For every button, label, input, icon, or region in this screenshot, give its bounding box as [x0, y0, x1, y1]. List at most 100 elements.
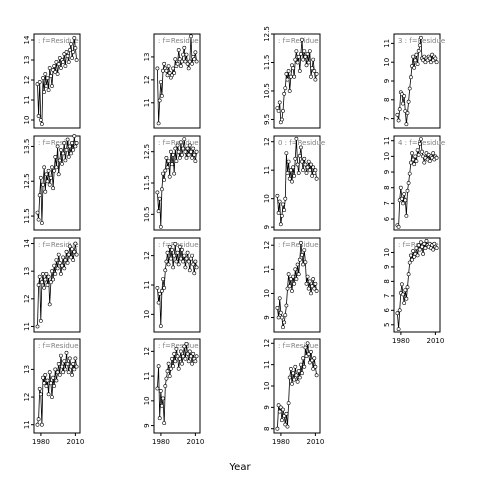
data-point: [35, 422, 40, 427]
data-point: [399, 282, 404, 287]
data-point: [185, 351, 190, 356]
data-point: [314, 373, 319, 378]
data-point: [72, 249, 77, 254]
data-point: [277, 199, 282, 204]
x-tick-label: 2010: [186, 438, 204, 446]
data-point: [294, 136, 299, 141]
data-point: [74, 141, 79, 145]
data-point: [40, 280, 44, 285]
data-point: [313, 77, 318, 82]
data-point: [313, 364, 318, 369]
data-point: [180, 59, 184, 64]
data-point: [408, 253, 413, 258]
data-point: [73, 46, 78, 50]
data-point: [66, 60, 71, 64]
data-point: [175, 61, 180, 66]
data-point: [287, 89, 292, 93]
data-point: [46, 392, 51, 397]
data-point: [178, 64, 183, 69]
data-point: [42, 165, 47, 170]
data-point: [46, 168, 51, 173]
data-point: [45, 378, 50, 383]
data-point: [70, 372, 75, 377]
data-point: [193, 50, 198, 55]
data-point: [182, 253, 187, 258]
data-point: [303, 260, 308, 265]
data-point: [55, 72, 60, 76]
data-point: [65, 361, 70, 366]
data-point: [44, 384, 49, 388]
data-point: [396, 118, 401, 123]
data-point: [63, 258, 68, 263]
data-point: [411, 249, 416, 253]
data-point: [177, 244, 182, 249]
data-point: [314, 72, 319, 76]
data-point: [172, 351, 177, 356]
y-tick-label: 10: [263, 289, 271, 298]
y-tick-label: 11: [143, 281, 151, 290]
data-point: [155, 386, 160, 391]
data-point: [159, 187, 164, 192]
data-point: [52, 64, 57, 68]
data-point: [305, 274, 310, 279]
data-point: [45, 76, 50, 80]
data-point: [281, 407, 285, 412]
panel-strip-label: : f=Residue: [38, 139, 79, 147]
data-point: [184, 341, 189, 346]
data-point: [279, 117, 284, 122]
data-point: [192, 152, 197, 157]
data-point: [69, 255, 73, 260]
data-point: [40, 221, 44, 225]
data-point: [164, 155, 169, 160]
data-point: [418, 240, 423, 245]
data-point: [64, 249, 69, 254]
data-point: [171, 66, 176, 71]
data-point: [415, 253, 420, 258]
data-point: [63, 367, 68, 372]
panel-11: : f=Residue 9 10 11 12: [263, 237, 321, 333]
panel-strip-label: : f=Residue: [158, 37, 199, 45]
data-point: [277, 296, 282, 301]
data-point: [310, 66, 315, 71]
data-point: [298, 52, 303, 56]
data-point: [44, 172, 49, 177]
data-point: [413, 58, 418, 63]
data-point: [283, 313, 288, 318]
data-point: [276, 210, 281, 215]
data-point: [178, 256, 183, 261]
data-point: [434, 246, 439, 251]
y-tick-label: 10: [23, 116, 31, 125]
data-point: [74, 252, 79, 257]
y-tick-label: 8: [383, 185, 391, 189]
data-point: [292, 173, 297, 178]
data-point: [50, 395, 54, 400]
data-point: [49, 74, 53, 78]
data-point: [407, 260, 412, 265]
data-point: [166, 64, 171, 69]
data-point: [302, 248, 307, 253]
data-point: [64, 50, 69, 54]
data-point: [174, 159, 179, 164]
data-point: [61, 60, 66, 64]
data-point: [306, 60, 311, 65]
data-point: [309, 291, 313, 296]
data-point: [163, 384, 168, 388]
data-point: [295, 60, 300, 65]
y-tick-label: 12.5: [263, 26, 271, 42]
x-tick-label: 1980: [152, 438, 170, 446]
data-point: [414, 246, 419, 251]
panel-13: : f=Residue 11 12 13 1980 2010: [23, 338, 84, 446]
data-point: [55, 144, 60, 149]
data-point: [193, 159, 198, 164]
y-tick-label: 10: [263, 382, 271, 391]
data-point: [311, 277, 316, 281]
data-point: [301, 168, 306, 173]
data-point: [171, 152, 176, 157]
panel-strip-label: : f=Residue: [38, 37, 79, 45]
y-tick-label: 14: [23, 35, 31, 44]
panel-strip-label: 3 : f=Residue: [398, 37, 445, 45]
data-point: [311, 366, 316, 371]
data-point: [42, 90, 47, 94]
data-point: [291, 165, 296, 170]
